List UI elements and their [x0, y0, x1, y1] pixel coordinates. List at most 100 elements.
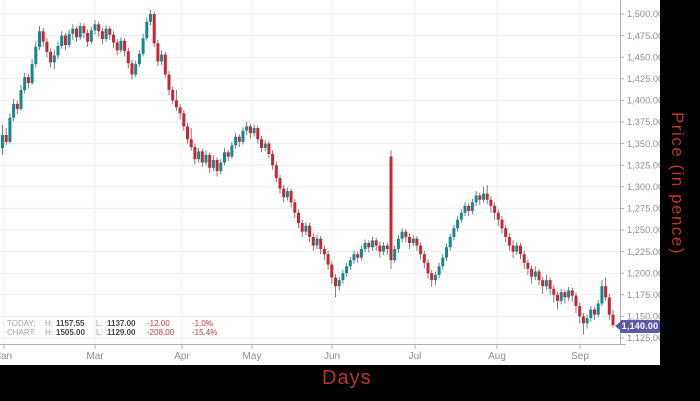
candle-body — [171, 90, 175, 101]
candle-body — [311, 236, 315, 246]
candle-body — [215, 160, 219, 172]
candle-body — [119, 40, 123, 51]
candle-body — [452, 228, 456, 237]
candle-body — [430, 273, 434, 281]
y-tick-label: 1,225.00 — [627, 247, 660, 257]
x-tick-label: Jul — [409, 351, 422, 362]
candle-body — [163, 54, 167, 75]
candle-body — [174, 100, 178, 108]
candle-body — [511, 245, 515, 252]
x-tick-label: Apr — [174, 351, 190, 362]
candle-body — [482, 193, 485, 200]
candle-body — [12, 103, 16, 118]
candle-body — [19, 90, 23, 110]
candle-body — [274, 165, 278, 179]
chart-low-value: 1129.00 — [107, 328, 136, 337]
candle-body — [356, 254, 360, 258]
candle-body — [67, 33, 71, 46]
candle-body — [248, 126, 252, 134]
candle-body — [456, 219, 460, 229]
candle-body — [282, 188, 286, 198]
candle-body — [334, 277, 337, 287]
candle-body — [419, 245, 423, 255]
y-tick-label: 1,200.00 — [627, 268, 660, 278]
candle-body — [337, 280, 341, 287]
candle-body — [297, 212, 300, 224]
candle-body — [252, 128, 256, 134]
candle-body — [363, 242, 367, 250]
chart-high-value: 1505.00 — [56, 328, 85, 337]
candle-body — [448, 236, 452, 248]
candle-body — [607, 297, 611, 315]
candle-body — [559, 292, 563, 301]
chart-change-value: -208.00 — [147, 328, 175, 337]
candle-body — [38, 31, 41, 47]
y-tick-label: 1,475.00 — [627, 31, 660, 41]
x-tick-label: Jan — [0, 351, 12, 362]
y-axis-title: Price (in pence) — [668, 112, 687, 256]
x-tick-label: May — [243, 351, 262, 362]
candle-body — [556, 294, 559, 301]
candle-body — [100, 31, 104, 40]
candle-body — [112, 34, 115, 43]
candle-body — [330, 264, 334, 278]
candle-body — [141, 38, 145, 54]
candle-body — [186, 126, 189, 140]
candle-body — [522, 254, 526, 263]
candle-body — [260, 139, 263, 148]
candle-body — [515, 245, 519, 252]
candle-body — [152, 14, 156, 44]
candle-body — [371, 240, 374, 248]
candle-body — [49, 52, 53, 63]
candle-body — [489, 199, 493, 206]
candle-body — [470, 202, 474, 211]
candle-body — [86, 33, 90, 42]
x-tick-label: Sep — [571, 351, 589, 362]
candle-body — [26, 77, 30, 84]
candlestick-chart: 1,500.00 1,475.00 1,450.00 1,425.00 1,400.00… — [0, 0, 660, 362]
right-black-band — [660, 0, 700, 401]
candle-body — [93, 24, 97, 31]
candle-body — [78, 26, 82, 38]
candle-body — [396, 238, 400, 250]
candle-body — [552, 288, 556, 295]
candle-body — [4, 134, 8, 142]
candle-body — [208, 154, 212, 168]
candle-body — [189, 139, 193, 148]
candle-body — [56, 45, 60, 56]
candle-body — [63, 35, 67, 46]
candle-body — [267, 143, 271, 154]
candle-body — [389, 156, 393, 261]
candle-body — [426, 262, 430, 274]
today-label: TODAY: — [7, 319, 36, 328]
candle-body — [315, 238, 319, 246]
candle-body — [404, 231, 408, 237]
candle-body — [493, 205, 497, 213]
candle-body — [548, 280, 552, 289]
y-tick-label: 1,150.00 — [627, 312, 660, 322]
x-tick-label: Jun — [324, 351, 340, 362]
candle-body — [400, 231, 404, 239]
candle-body — [611, 314, 615, 326]
candle-body — [304, 225, 308, 232]
candle-body — [156, 43, 160, 62]
candle-body — [108, 28, 112, 35]
candle-body — [352, 254, 356, 261]
candle-body — [378, 245, 382, 252]
candle-body — [345, 266, 349, 274]
candle-body — [256, 128, 260, 140]
candle-body — [544, 280, 548, 287]
candle-body — [570, 290, 574, 296]
candle-body — [467, 205, 471, 211]
candle-body — [433, 274, 437, 281]
candle-body — [519, 245, 522, 255]
candle-body — [500, 219, 504, 229]
candle-body — [604, 286, 608, 298]
price-stats-legend: TODAY: H: 1157.55 L: 1137.00 -12.00 -1.0% CHAR… — [7, 319, 232, 337]
candle-body — [15, 103, 19, 110]
candle-body — [89, 30, 93, 42]
candle-body — [341, 273, 345, 281]
candle-body — [223, 152, 226, 163]
candle-body — [271, 153, 275, 166]
